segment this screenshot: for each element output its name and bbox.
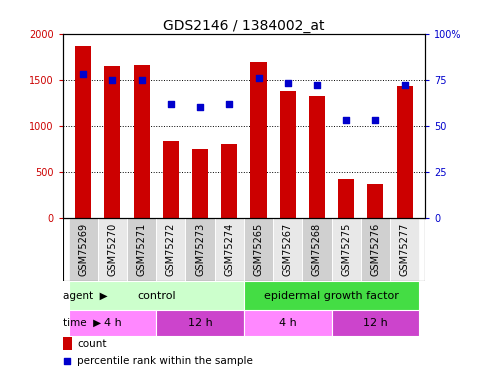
Bar — [397, 86, 412, 218]
Point — [401, 82, 409, 88]
Bar — [244, 281, 419, 310]
Point — [255, 75, 262, 81]
Point — [313, 82, 321, 88]
Text: GSM75273: GSM75273 — [195, 223, 205, 276]
Point — [342, 117, 350, 123]
Bar — [75, 46, 91, 218]
Text: time  ▶: time ▶ — [63, 318, 101, 328]
Point — [226, 101, 233, 107]
Point — [167, 101, 175, 107]
Bar — [69, 218, 98, 281]
Text: 4 h: 4 h — [103, 318, 121, 328]
Bar — [338, 179, 354, 218]
Bar — [390, 218, 419, 281]
Bar — [69, 310, 156, 336]
Bar — [331, 218, 361, 281]
Point — [79, 71, 87, 77]
Point — [284, 81, 292, 87]
Bar — [163, 141, 179, 218]
Bar — [185, 218, 215, 281]
Bar — [69, 281, 244, 310]
Point — [371, 117, 379, 123]
Point — [196, 104, 204, 110]
Point — [138, 77, 145, 83]
Bar — [215, 218, 244, 281]
Text: percentile rank within the sample: percentile rank within the sample — [77, 356, 253, 366]
Bar — [302, 218, 331, 281]
Text: GSM75270: GSM75270 — [107, 223, 117, 276]
Text: GSM75275: GSM75275 — [341, 223, 351, 276]
Text: agent  ▶: agent ▶ — [63, 291, 107, 301]
Point — [283, 291, 291, 297]
Text: GSM75277: GSM75277 — [399, 223, 410, 276]
Bar — [156, 310, 244, 336]
Text: count: count — [77, 339, 107, 349]
Bar — [361, 218, 390, 281]
Text: 12 h: 12 h — [363, 318, 388, 328]
Bar — [273, 218, 302, 281]
Text: GSM75272: GSM75272 — [166, 223, 176, 276]
Bar — [127, 218, 156, 281]
Text: epidermal growth factor: epidermal growth factor — [264, 291, 399, 301]
Text: 12 h: 12 h — [188, 318, 213, 328]
Bar — [134, 65, 150, 218]
Title: GDS2146 / 1384002_at: GDS2146 / 1384002_at — [163, 19, 325, 33]
Point — [109, 77, 116, 83]
Text: GSM75271: GSM75271 — [137, 223, 147, 276]
Bar — [251, 62, 267, 218]
Bar — [104, 66, 120, 218]
Bar — [309, 96, 325, 218]
Bar — [280, 91, 296, 218]
Text: 4 h: 4 h — [279, 318, 297, 328]
Bar — [156, 218, 185, 281]
Text: control: control — [137, 291, 176, 301]
Bar — [244, 218, 273, 281]
Bar — [98, 218, 127, 281]
Bar — [221, 144, 237, 218]
Bar — [368, 184, 384, 218]
Bar — [192, 149, 208, 218]
Text: GSM75274: GSM75274 — [224, 223, 234, 276]
Text: GSM75265: GSM75265 — [254, 223, 264, 276]
Text: GSM75269: GSM75269 — [78, 223, 88, 276]
Text: GSM75267: GSM75267 — [283, 223, 293, 276]
Text: GSM75276: GSM75276 — [370, 223, 381, 276]
Bar — [331, 310, 419, 336]
Bar — [244, 310, 331, 336]
Text: GSM75268: GSM75268 — [312, 223, 322, 276]
Bar — [63, 338, 72, 350]
